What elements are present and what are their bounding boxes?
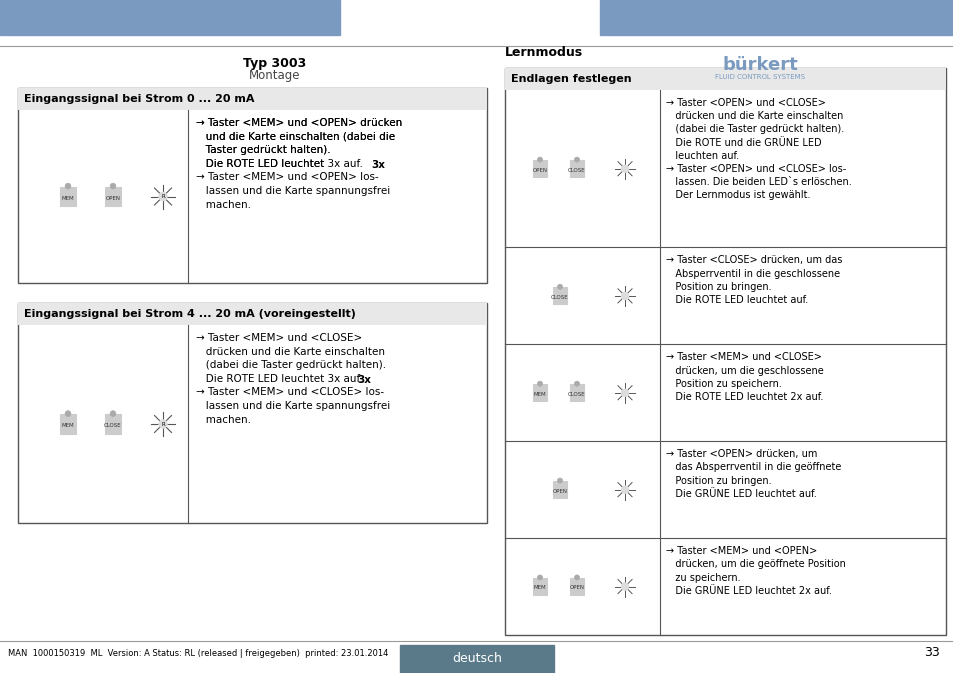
Text: OPEN: OPEN xyxy=(569,586,584,590)
Circle shape xyxy=(557,284,562,289)
Text: 3x: 3x xyxy=(371,160,385,170)
Text: → Taster <MEM> und <OPEN>
   drücken, um die geöffnete Position
   zu speichern.: → Taster <MEM> und <OPEN> drücken, um di… xyxy=(665,546,845,596)
Bar xyxy=(18,88,486,283)
Circle shape xyxy=(574,381,578,386)
Text: CLOSE: CLOSE xyxy=(568,168,585,172)
Circle shape xyxy=(537,381,542,386)
Bar xyxy=(533,160,546,177)
Text: → Taster <MEM> und <OPEN> drücken
   und die Karte einschalten (dabei die
   Tas: → Taster <MEM> und <OPEN> drücken und di… xyxy=(195,118,402,209)
Text: FLUID CONTROL SYSTEMS: FLUID CONTROL SYSTEMS xyxy=(714,74,804,80)
Text: bürkert: bürkert xyxy=(721,56,797,74)
Text: → Taster <CLOSE> drücken, um das
   Absperrventil in die geschlossene
   Positio: → Taster <CLOSE> drücken, um das Absperr… xyxy=(665,256,841,305)
Text: → Taster <OPEN> drücken, um
   das Absperrventil in die geöffnete
   Position zu: → Taster <OPEN> drücken, um das Absperrv… xyxy=(665,449,841,499)
Text: deutsch: deutsch xyxy=(452,653,501,666)
Text: → Taster <OPEN> und <CLOSE>
   drücken und die Karte einschalten
   (dabei die T: → Taster <OPEN> und <CLOSE> drücken und … xyxy=(665,98,851,201)
Text: CLOSE: CLOSE xyxy=(551,295,568,299)
Text: MAN  1000150319  ML  Version: A Status: RL (released | freigegeben)  printed: 23: MAN 1000150319 ML Version: A Status: RL … xyxy=(8,649,388,658)
Bar xyxy=(599,0,953,35)
Circle shape xyxy=(620,583,628,590)
Circle shape xyxy=(620,389,628,396)
Bar xyxy=(569,384,583,401)
Text: OPEN: OPEN xyxy=(106,196,120,201)
Text: 3x: 3x xyxy=(356,375,371,385)
Text: OPEN: OPEN xyxy=(532,168,547,172)
Bar xyxy=(18,303,486,325)
Bar xyxy=(105,187,121,206)
Circle shape xyxy=(159,420,167,428)
Circle shape xyxy=(574,157,578,162)
Bar xyxy=(533,578,546,595)
Bar xyxy=(105,415,121,433)
Bar xyxy=(504,68,945,90)
Circle shape xyxy=(620,486,628,493)
Bar xyxy=(18,88,486,110)
Bar xyxy=(504,68,945,635)
Text: MEM: MEM xyxy=(62,196,74,201)
Circle shape xyxy=(110,183,115,189)
Circle shape xyxy=(65,411,71,417)
Circle shape xyxy=(159,192,167,201)
Circle shape xyxy=(65,183,71,189)
Bar xyxy=(399,645,554,673)
Bar xyxy=(569,160,583,177)
Bar xyxy=(0,0,339,35)
Text: Eingangssignal bei Strom 0 ... 20 mA: Eingangssignal bei Strom 0 ... 20 mA xyxy=(24,94,254,104)
Bar xyxy=(553,481,566,498)
Text: MEM: MEM xyxy=(533,392,546,396)
Bar xyxy=(60,187,76,206)
Text: R: R xyxy=(161,194,165,199)
Text: R: R xyxy=(161,421,165,427)
Text: CLOSE: CLOSE xyxy=(104,423,122,428)
Text: MEM: MEM xyxy=(62,423,74,428)
Text: OPEN: OPEN xyxy=(552,489,567,493)
Bar xyxy=(553,287,566,304)
Circle shape xyxy=(574,575,578,580)
Circle shape xyxy=(620,292,628,299)
Text: Lernmodus: Lernmodus xyxy=(504,46,582,59)
Text: → Taster <MEM> und <CLOSE>
   drücken und die Karte einschalten
   (dabei die Ta: → Taster <MEM> und <CLOSE> drücken und d… xyxy=(195,333,390,425)
Text: CLOSE: CLOSE xyxy=(568,392,585,396)
Text: MEM: MEM xyxy=(533,586,546,590)
Circle shape xyxy=(110,411,115,417)
Bar xyxy=(533,384,546,401)
Bar xyxy=(60,415,76,433)
Bar xyxy=(569,578,583,595)
Text: → Taster <MEM> und <CLOSE>
   drücken, um die geschlossene
   Position zu speich: → Taster <MEM> und <CLOSE> drücken, um d… xyxy=(665,353,822,402)
Text: Typ 3003: Typ 3003 xyxy=(243,57,306,69)
Circle shape xyxy=(537,157,542,162)
Circle shape xyxy=(537,575,542,580)
Bar xyxy=(18,303,486,523)
Circle shape xyxy=(620,166,628,172)
Text: 33: 33 xyxy=(923,647,939,660)
Text: Endlagen festlegen: Endlagen festlegen xyxy=(511,74,631,84)
Text: Eingangssignal bei Strom 4 ... 20 mA (voreingestellt): Eingangssignal bei Strom 4 ... 20 mA (vo… xyxy=(24,309,355,319)
Text: → Taster <MEM> und <OPEN> drücken
   und die Karte einschalten (dabei die
   Tas: → Taster <MEM> und <OPEN> drücken und di… xyxy=(195,118,402,169)
Circle shape xyxy=(557,478,562,483)
Text: Montage: Montage xyxy=(249,69,300,81)
